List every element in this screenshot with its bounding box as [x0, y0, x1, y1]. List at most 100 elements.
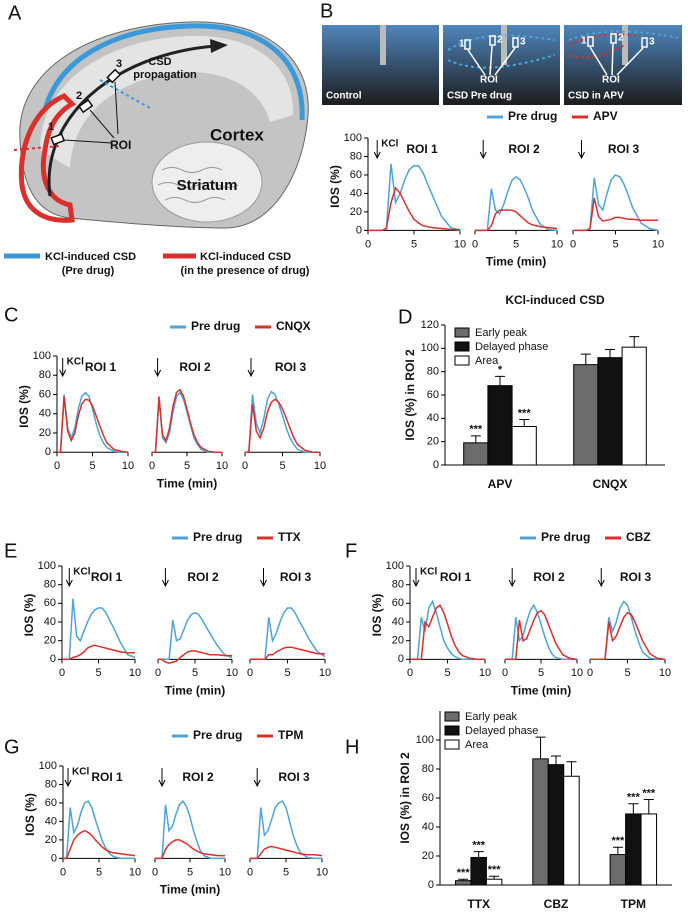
y-tick-label: 80: [350, 150, 362, 162]
panel-label: B: [320, 0, 333, 22]
x-tick-label: 10: [129, 866, 141, 878]
subplot-title: ROI 3: [278, 770, 310, 784]
error-bar: [605, 349, 615, 358]
subplot-title: ROI 3: [608, 142, 640, 156]
annotation: KCl: [73, 567, 90, 578]
y-tick-label: 60: [427, 389, 439, 401]
y-tick-label: 80: [392, 579, 404, 591]
x-tick-label: 0: [242, 460, 248, 472]
red-dotted: [13, 145, 61, 151]
trace: [155, 839, 225, 860]
y-tick-label: 40: [39, 408, 51, 420]
y-tick-label: 40: [45, 815, 57, 827]
legend-label: CNQX: [276, 319, 311, 333]
kcl-arrow: [253, 768, 261, 788]
legend-label: Early peak: [475, 327, 527, 339]
x-tick-label: TTX: [467, 897, 490, 911]
x-tick-label: 5: [283, 866, 289, 878]
trace: [475, 175, 558, 232]
legend-label: Pre drug: [193, 728, 242, 742]
x-tick-label: 0: [152, 866, 158, 878]
kcl-arrow: [161, 568, 169, 588]
y-tick-label: 80: [422, 763, 434, 775]
error-bar: [629, 336, 640, 348]
trace: [155, 799, 225, 860]
x-axis-label: Time (min): [160, 883, 220, 897]
y-tick-label: 80: [427, 366, 439, 378]
roi-number: 2: [76, 90, 82, 102]
subplot-title: ROI 2: [182, 770, 214, 784]
roi-number: 3: [520, 37, 526, 48]
roi-number: 3: [116, 58, 122, 70]
error-bar: [519, 419, 530, 427]
significance: ***: [518, 407, 532, 419]
y-tick-label: 20: [422, 850, 434, 862]
y-axis-label: IOS (%) in ROI 2: [398, 752, 412, 844]
bar: [487, 385, 513, 466]
bar: [563, 775, 580, 886]
subplot-title: ROI 2: [179, 360, 211, 374]
kcl-arrow: [373, 140, 381, 160]
propagation-arrow: [47, 44, 216, 197]
trace: [62, 644, 135, 661]
panel-label: H: [345, 736, 359, 758]
x-tick-label: 0: [247, 866, 253, 878]
subplot-title: ROI 2: [508, 142, 540, 156]
y-tick-label: 40: [350, 187, 362, 199]
significance: ***: [642, 787, 656, 799]
legend-label: TPM: [278, 728, 303, 742]
x-tick-label: CBZ: [544, 897, 569, 911]
roi-number: 2: [618, 33, 624, 44]
bar: [609, 854, 627, 886]
x-tick-label: 10: [122, 460, 134, 472]
bar: [597, 357, 623, 466]
legend-label: Pre drug: [191, 319, 240, 333]
legend-label: Pre drug: [193, 530, 242, 544]
y-tick-label: 60: [392, 597, 404, 609]
x-tick-label: 5: [279, 460, 285, 472]
y-tick-label: 20: [392, 635, 404, 647]
trace: [250, 845, 323, 860]
x-tick-label: 0: [365, 238, 371, 250]
panel-label: A: [8, 2, 22, 24]
y-tick-label: 20: [45, 834, 57, 846]
kcl-arrow: [260, 568, 267, 588]
brain-diagram: 1 2 3 ROI CSD propagation Cortex Striatu…: [4, 21, 310, 277]
legend-note: (in the presence of drug): [181, 265, 310, 277]
kcl-arrow: [578, 140, 585, 160]
x-tick-label: CNQX: [593, 477, 628, 491]
bar: [532, 758, 549, 886]
striatum-texture: [157, 167, 239, 203]
kcl-arrow: [64, 768, 72, 788]
y-tick-label: 40: [422, 821, 434, 833]
x-tick-label: 5: [192, 667, 198, 679]
error-bar: [535, 736, 546, 759]
legend-label: Pre drug: [541, 530, 590, 544]
legend-swatch: [444, 739, 460, 750]
csd-outline: [568, 33, 641, 59]
y-tick-label: 80: [45, 778, 57, 790]
error-bar: [495, 375, 505, 386]
legend-label: Early peak: [465, 711, 517, 723]
y-tick-label: 60: [39, 388, 51, 400]
error-bar: [628, 803, 639, 814]
subplot-title: ROI 3: [280, 570, 312, 584]
x-tick-label: 0: [149, 460, 155, 472]
x-tick-label: 5: [184, 460, 190, 472]
x-tick-label: 0: [60, 866, 66, 878]
trace: [505, 609, 578, 661]
roi-number: 2: [497, 35, 503, 46]
x-tick-label: 5: [411, 238, 417, 250]
x-tick-label: 5: [187, 866, 193, 878]
roi-box: [50, 133, 65, 146]
y-tick-label: 20: [44, 635, 56, 647]
legend-label: Area: [475, 355, 499, 367]
y-tick-label: 0: [428, 879, 434, 891]
trace: [158, 650, 232, 664]
x-tick-label: 10: [659, 667, 671, 679]
roi-number: 3: [649, 37, 655, 48]
bar: [454, 880, 472, 886]
bar: [573, 364, 599, 466]
y-tick-label: 60: [422, 792, 434, 804]
